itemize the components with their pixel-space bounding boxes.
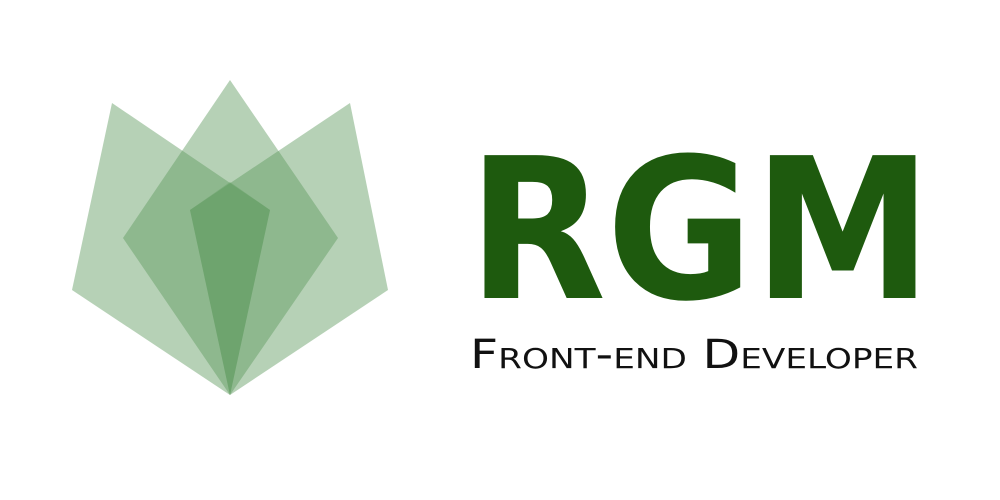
inner-leaf [190,182,270,395]
emblem [72,80,388,395]
tagline: Front-end Developer [470,332,918,378]
center-leaf [123,80,338,395]
logo-mark: RGM [468,117,932,345]
left-leaf [72,103,270,395]
right-leaf [190,103,388,395]
